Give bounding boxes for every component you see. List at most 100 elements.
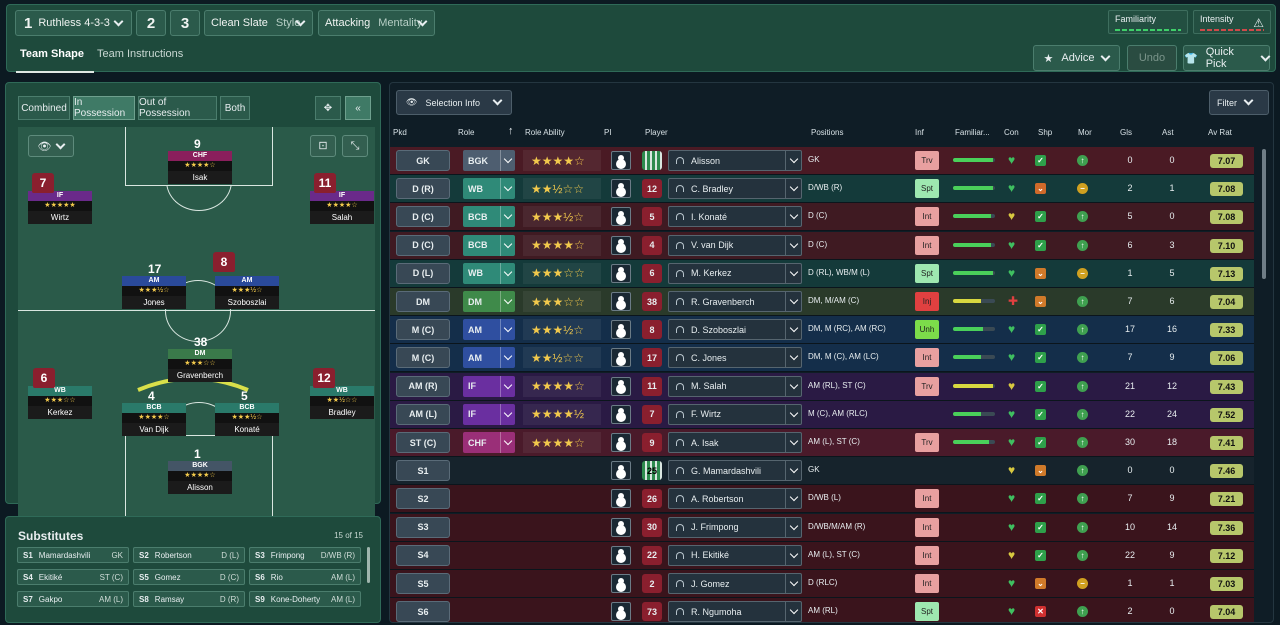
view-toggle[interactable]: 👁 bbox=[28, 135, 74, 157]
column-header[interactable]: Pkd bbox=[393, 128, 407, 137]
advice-button[interactable]: ★ Advice bbox=[1033, 45, 1120, 71]
sub-item[interactable]: S8 Ramsay D (R) bbox=[133, 591, 245, 607]
tab-team-shape[interactable]: Team Shape bbox=[20, 48, 84, 60]
expand-icon[interactable]: ⤡ bbox=[342, 135, 368, 157]
player-instructions-icon[interactable] bbox=[611, 207, 631, 227]
picked-position[interactable]: D (R) bbox=[396, 178, 450, 200]
column-header[interactable]: Player bbox=[645, 128, 668, 137]
phase-out-of-possession[interactable]: Out of Possession bbox=[138, 96, 217, 120]
player-instructions-icon[interactable] bbox=[611, 602, 631, 622]
player-instructions-icon[interactable] bbox=[611, 489, 631, 509]
sub-item[interactable]: S1 Mamardashvili GK bbox=[17, 547, 129, 563]
table-row[interactable]: S3 30 J. Frimpong D/WB/M/AM (R) Int ♥ ✓ ↑ 10 14 7.… bbox=[390, 513, 1254, 542]
picked-position[interactable]: M (C) bbox=[396, 347, 450, 369]
player-select[interactable]: J. Gomez bbox=[668, 573, 802, 594]
picked-position[interactable]: S2 bbox=[396, 488, 450, 510]
pitch-player-10[interactable]: BGK ★★★★☆ Alisson bbox=[168, 461, 232, 501]
table-row[interactable]: D (R) WB ★★½☆☆ 12 C. Bradley D/WB (R) Spt ♥ ⌄ − 2 1… bbox=[390, 175, 1254, 204]
player-select[interactable]: V. van Dijk bbox=[668, 234, 802, 256]
table-row[interactable]: M (C) AM ★★★½☆ 8 D. Szoboszlai DM, M (RC), AM… bbox=[390, 316, 1254, 345]
picked-position[interactable]: S3 bbox=[396, 516, 450, 538]
column-header[interactable]: Role Ability bbox=[525, 128, 565, 137]
filter-button[interactable]: Filter bbox=[1209, 90, 1269, 115]
player-select[interactable]: R. Ngumoha bbox=[668, 601, 802, 622]
pitch-player-5[interactable]: DM ★★★☆☆ Gravenberch bbox=[168, 349, 232, 389]
role-select[interactable]: AM bbox=[463, 347, 515, 369]
picked-position[interactable]: S1 bbox=[396, 460, 450, 482]
role-select[interactable]: BCB bbox=[463, 206, 515, 228]
picked-position[interactable]: D (L) bbox=[396, 262, 450, 284]
sub-item[interactable]: S3 Frimpong D/WB (R) bbox=[249, 547, 361, 563]
pitch-player-3[interactable]: AM ★★★½☆ Jones bbox=[122, 276, 186, 316]
sort-arrow-icon[interactable]: ↑ bbox=[508, 125, 514, 137]
table-row[interactable]: D (L) WB ★★★☆☆ 6 M. Kerkez D (RL), WB/M (L) Sp… bbox=[390, 259, 1254, 288]
table-row[interactable]: GK BGK ★★★★☆ Alisson GK Trv ♥ ✓ ↑ 0 0 7.07 bbox=[390, 147, 1254, 175]
tab-team-instructions[interactable]: Team Instructions bbox=[97, 48, 184, 60]
column-header[interactable]: Mor bbox=[1078, 128, 1092, 137]
table-row[interactable]: S4 22 H. Ekitiké AM (L), ST (C) Int ♥ ✓ ↑ 22 9 7.1… bbox=[390, 541, 1254, 570]
phase-combined[interactable]: Combined bbox=[18, 96, 70, 120]
table-row[interactable]: S1 25 G. Mamardashvili GK ♥ ⌄ ↑ 0 0 7.46 bbox=[390, 457, 1254, 486]
player-select[interactable]: I. Konaté bbox=[668, 206, 802, 228]
player-instructions-icon[interactable] bbox=[611, 376, 631, 396]
familiarity-meter[interactable]: Familiarity bbox=[1108, 10, 1188, 34]
player-select[interactable]: M. Kerkez bbox=[668, 262, 802, 284]
role-select[interactable]: BCB bbox=[463, 234, 515, 256]
pitch-player-1[interactable]: IF ★★★★★ Wirtz bbox=[28, 191, 92, 231]
picked-position[interactable]: S4 bbox=[396, 544, 450, 566]
player-select[interactable]: J. Frimpong bbox=[668, 516, 802, 538]
sub-item[interactable]: S2 Robertson D (L) bbox=[133, 547, 245, 563]
role-select[interactable]: WB bbox=[463, 178, 515, 200]
picked-position[interactable]: DM bbox=[396, 291, 450, 312]
player-select[interactable]: A. Isak bbox=[668, 432, 802, 453]
player-instructions-icon[interactable] bbox=[611, 263, 631, 283]
player-select[interactable]: Alisson bbox=[668, 150, 802, 171]
table-row[interactable]: DM DM ★★★☆☆ 38 R. Gravenberch DM, M/AM (C) Inj… bbox=[390, 288, 1254, 316]
role-select[interactable]: WB bbox=[463, 262, 515, 284]
pitch-player-0[interactable]: CHF ★★★★☆ Isak bbox=[168, 151, 232, 191]
column-header[interactable]: Shp bbox=[1038, 128, 1053, 137]
tactic-slot-3[interactable]: 3 bbox=[170, 10, 200, 36]
table-row[interactable]: D (C) BCB ★★★★☆ 4 V. van Dijk D (C) Int ♥ ✓ ↑ 6 3 7.… bbox=[390, 231, 1254, 260]
sub-item[interactable]: S7 Gakpo AM (L) bbox=[17, 591, 129, 607]
player-select[interactable]: R. Gravenberch bbox=[668, 291, 802, 312]
player-instructions-icon[interactable] bbox=[611, 151, 631, 170]
player-select[interactable]: D. Szoboszlai bbox=[668, 319, 802, 341]
mentality-select[interactable]: Attacking Mentality bbox=[318, 10, 435, 36]
pitch-player-2[interactable]: IF ★★★★☆ Salah bbox=[310, 191, 374, 231]
column-header[interactable]: Inf bbox=[915, 128, 924, 137]
pitch-player-4[interactable]: AM ★★★½☆ Szoboszlai bbox=[215, 276, 279, 316]
column-header[interactable]: Gls bbox=[1120, 128, 1132, 137]
pitch-player-9[interactable]: WB ★★½☆☆ Bradley bbox=[310, 386, 374, 426]
player-select[interactable]: A. Robertson bbox=[668, 488, 802, 510]
table-scrollbar[interactable] bbox=[1262, 149, 1266, 279]
table-row[interactable]: S2 26 A. Robertson D/WB (L) Int ♥ ✓ ↑ 7 9 7.21 bbox=[390, 485, 1254, 514]
undo-button[interactable]: Undo bbox=[1127, 45, 1177, 71]
picked-position[interactable]: S5 bbox=[396, 573, 450, 594]
role-select[interactable]: CHF bbox=[463, 432, 515, 453]
pitch-player-6[interactable]: WB ★★★☆☆ Kerkez bbox=[28, 386, 92, 426]
player-instructions-icon[interactable] bbox=[611, 433, 631, 452]
pitch-player-8[interactable]: BCB ★★★½☆ Konaté bbox=[215, 403, 279, 443]
picked-position[interactable]: D (C) bbox=[396, 206, 450, 228]
sub-item[interactable]: S9 Kone-Doherty AM (L) bbox=[249, 591, 361, 607]
player-instructions-icon[interactable] bbox=[611, 348, 631, 368]
role-select[interactable]: AM bbox=[463, 319, 515, 341]
pitch-player-7[interactable]: BCB ★★★★☆ Van Dijk bbox=[122, 403, 186, 443]
column-header[interactable]: Ast bbox=[1162, 128, 1174, 137]
player-instructions-icon[interactable] bbox=[611, 320, 631, 340]
picked-position[interactable]: S6 bbox=[396, 601, 450, 622]
player-select[interactable]: H. Ekitiké bbox=[668, 544, 802, 566]
phase-in-possession[interactable]: In Possession bbox=[73, 96, 135, 120]
player-instructions-icon[interactable] bbox=[611, 574, 631, 593]
collapse-icon[interactable]: « bbox=[345, 96, 371, 120]
picked-position[interactable]: M (C) bbox=[396, 319, 450, 341]
phase-both[interactable]: Both bbox=[220, 96, 250, 120]
player-instructions-icon[interactable] bbox=[611, 461, 631, 481]
player-instructions-icon[interactable] bbox=[611, 404, 631, 424]
role-select[interactable]: IF bbox=[463, 403, 515, 425]
player-select[interactable]: C. Bradley bbox=[668, 178, 802, 200]
column-header[interactable]: Av Rat bbox=[1208, 128, 1232, 137]
player-instructions-icon[interactable] bbox=[611, 517, 631, 537]
selection-info-select[interactable]: 👁 Selection Info bbox=[396, 90, 512, 115]
